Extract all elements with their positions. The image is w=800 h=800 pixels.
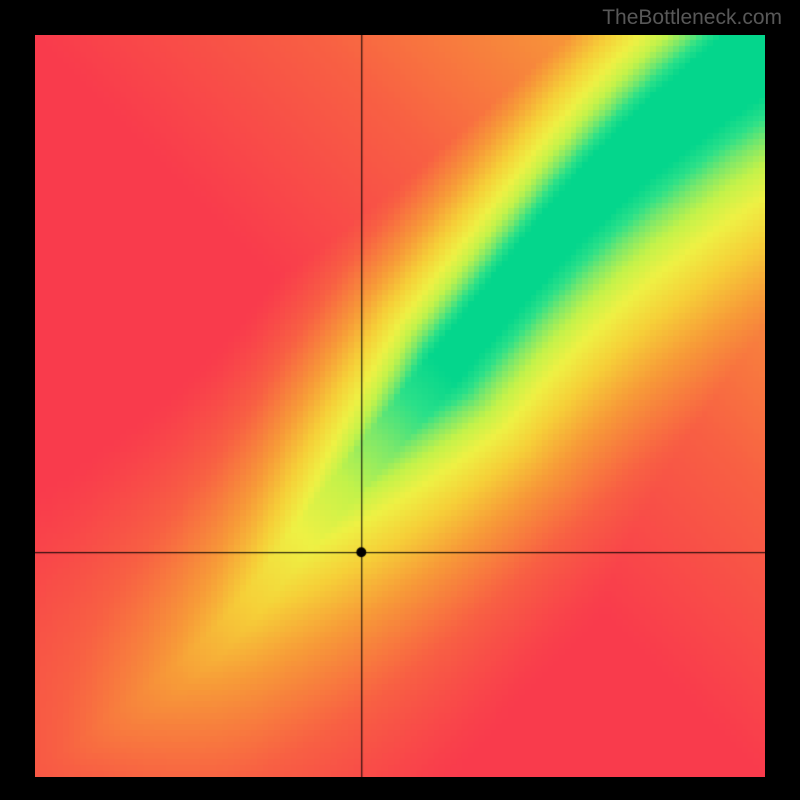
watermark-text: TheBottleneck.com: [602, 6, 782, 30]
bottleneck-heatmap: [35, 35, 765, 777]
